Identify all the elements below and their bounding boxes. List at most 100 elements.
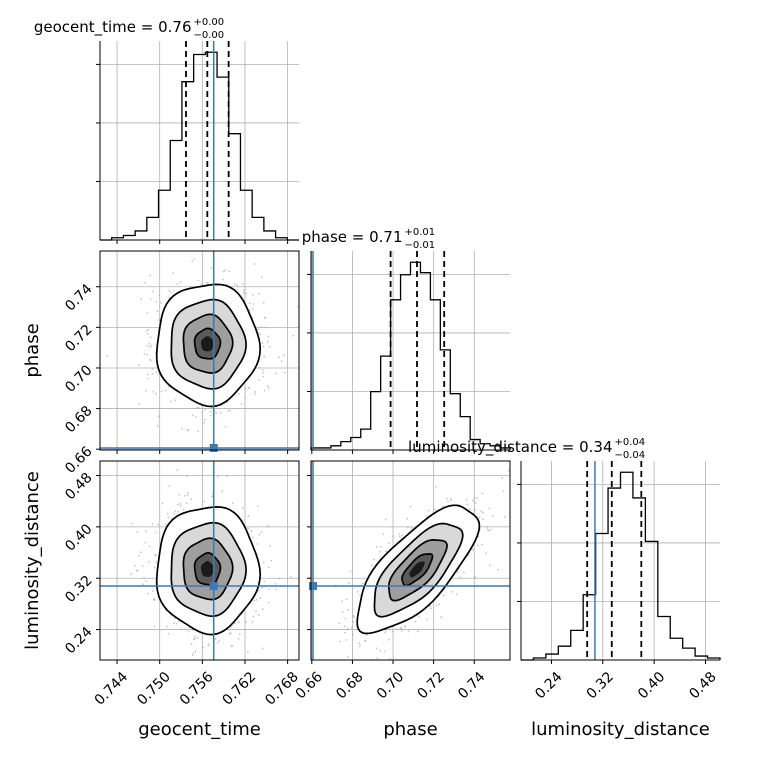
sample-point xyxy=(153,566,156,569)
sample-point xyxy=(192,652,195,654)
sample-point xyxy=(135,569,138,572)
title-upper-luminosity_distance: +0.04 xyxy=(615,437,646,448)
sample-point xyxy=(244,387,247,390)
sample-point xyxy=(168,296,171,299)
sample-point xyxy=(289,576,292,579)
sample-point xyxy=(347,655,349,658)
sample-point xyxy=(472,499,474,502)
sample-point xyxy=(172,272,175,274)
sample-point xyxy=(447,500,449,503)
sample-point xyxy=(146,592,149,595)
sample-point xyxy=(359,594,361,597)
sample-point xyxy=(155,392,157,395)
sample-point xyxy=(203,421,205,424)
sample-point xyxy=(187,630,190,633)
sample-point xyxy=(482,518,484,521)
sample-point xyxy=(477,535,480,538)
sample-point xyxy=(149,359,152,362)
sample-point xyxy=(480,510,483,512)
contour-2 xyxy=(182,313,234,374)
sample-point xyxy=(268,588,270,591)
sample-point xyxy=(379,545,382,548)
sample-point xyxy=(352,614,355,617)
sample-point xyxy=(208,643,211,645)
sample-point xyxy=(156,310,159,313)
sample-point xyxy=(266,340,269,343)
sample-point xyxy=(229,632,232,634)
sample-point xyxy=(255,598,258,601)
sample-point xyxy=(142,583,145,586)
sample-point xyxy=(266,524,269,527)
axes-frames xyxy=(96,41,720,664)
sample-point xyxy=(179,502,182,505)
sample-point xyxy=(466,503,469,506)
sample-point xyxy=(259,366,261,369)
sample-point xyxy=(229,409,231,412)
sample-point xyxy=(367,660,369,662)
sample-point xyxy=(345,639,348,641)
sample-point xyxy=(233,283,236,286)
sample-point xyxy=(194,650,197,653)
sample-point xyxy=(375,647,378,650)
sample-point xyxy=(491,515,494,517)
sample-point xyxy=(256,543,259,545)
sample-point xyxy=(399,627,402,630)
sample-point xyxy=(193,638,195,641)
sample-point xyxy=(475,497,478,499)
sample-point xyxy=(257,589,260,592)
sample-point xyxy=(263,580,266,583)
sample-point xyxy=(473,496,476,499)
contour-0 xyxy=(155,283,262,408)
title-lower-phase: −0.01 xyxy=(405,240,436,251)
pair-frame xyxy=(99,250,300,451)
sample-point xyxy=(179,504,182,507)
title-upper-geocent_time: +0.00 xyxy=(194,17,225,28)
sample-point xyxy=(157,523,160,526)
sample-point xyxy=(242,291,245,294)
sample-point xyxy=(179,281,182,283)
sample-point xyxy=(176,469,179,472)
sample-point xyxy=(253,393,256,396)
sample-point xyxy=(242,507,244,510)
sample-point xyxy=(474,509,476,512)
x-axis-label-phase: phase xyxy=(383,719,437,740)
sample-point xyxy=(274,582,277,585)
sample-point xyxy=(392,535,395,538)
sample-point xyxy=(258,533,261,536)
sample-point xyxy=(145,389,148,392)
sample-point xyxy=(161,502,164,505)
ytick-label-phase-1: 0.68 xyxy=(62,403,95,436)
diag-frame-phase xyxy=(310,251,510,451)
sample-point xyxy=(247,527,250,530)
sample-point xyxy=(438,603,441,606)
sample-point xyxy=(502,490,505,493)
sample-point xyxy=(435,604,438,607)
sample-point xyxy=(181,427,183,430)
sample-point xyxy=(166,625,169,628)
panel-geocent_time-luminosity_distance xyxy=(130,469,292,657)
sample-point xyxy=(168,289,171,292)
sample-point xyxy=(350,626,353,629)
sample-point xyxy=(366,633,369,636)
xtick-label-luminosity_distance-2: 0.40 xyxy=(635,669,668,702)
sample-point xyxy=(226,475,228,477)
sample-point xyxy=(151,367,154,370)
sample-point xyxy=(227,410,230,412)
sample-point xyxy=(152,597,155,600)
sample-point xyxy=(292,334,295,337)
sample-point xyxy=(267,601,270,604)
sample-point xyxy=(175,622,178,625)
sample-point xyxy=(481,543,484,546)
sample-point xyxy=(149,274,152,277)
x-axis-label-geocent_time: geocent_time xyxy=(138,719,261,740)
sample-point xyxy=(263,355,266,358)
sample-point xyxy=(442,594,445,597)
sample-point xyxy=(150,344,153,347)
sample-point xyxy=(157,373,160,375)
sample-point xyxy=(379,649,382,652)
sample-point xyxy=(343,625,346,628)
sample-point xyxy=(426,515,429,518)
xtick-label-phase-3: 0.72 xyxy=(415,669,448,702)
sample-point xyxy=(230,626,233,628)
sample-point xyxy=(176,283,179,286)
